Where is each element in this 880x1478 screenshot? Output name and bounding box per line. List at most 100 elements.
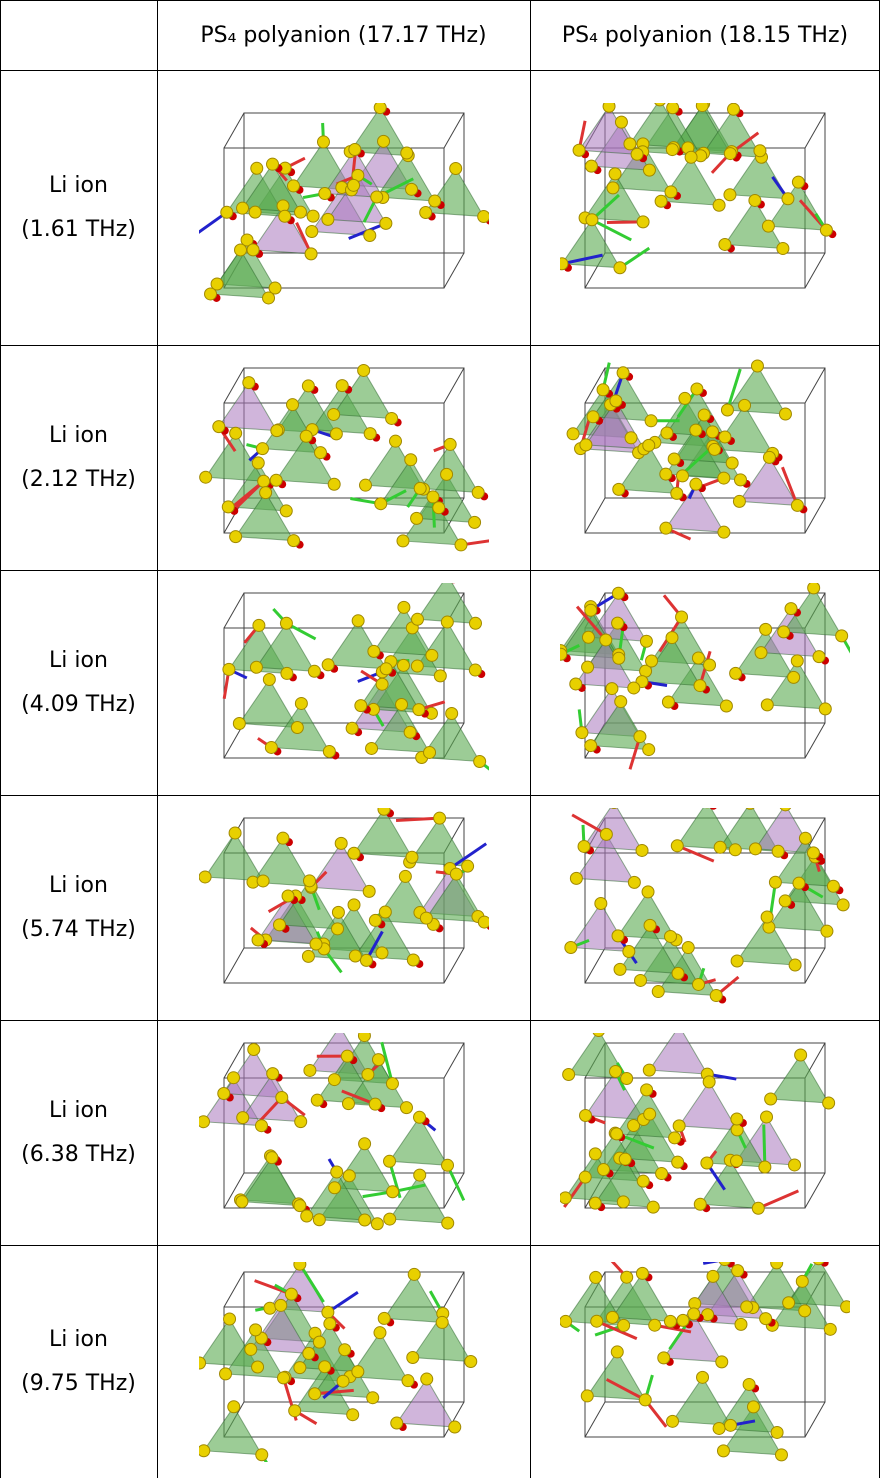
tetrahedron <box>673 1377 731 1425</box>
s-atom <box>795 1049 807 1061</box>
s-atom <box>410 512 422 524</box>
tetrahedron <box>420 444 478 492</box>
s-atom <box>285 1288 297 1300</box>
s-atom <box>837 898 849 910</box>
row-label-text: Li ion <box>49 414 108 458</box>
s-atom <box>385 412 397 424</box>
s-atom <box>373 1326 385 1338</box>
s-atom <box>679 392 691 404</box>
s-atom <box>765 1093 777 1105</box>
s-atom <box>580 438 592 450</box>
s-atom <box>734 473 746 485</box>
s-atom <box>669 1131 681 1143</box>
s-atom <box>397 601 409 613</box>
cell-edge <box>805 498 825 533</box>
s-atom <box>590 1271 602 1283</box>
row-label-text: Li ion <box>49 1318 108 1362</box>
s-atom <box>441 1159 453 1171</box>
structure-image <box>560 358 850 558</box>
s-atom <box>610 394 622 406</box>
s-atom <box>623 945 635 957</box>
s-atom <box>731 1112 743 1124</box>
s-atom <box>369 914 381 926</box>
s-atom <box>204 287 216 299</box>
s-atom <box>606 1311 618 1323</box>
s-atom <box>613 483 625 495</box>
s-atom <box>412 703 424 715</box>
s-atom <box>265 741 277 753</box>
s-atom <box>295 697 307 709</box>
s-atom <box>199 870 211 882</box>
s-atom <box>408 1268 420 1280</box>
s-atom <box>358 1033 370 1042</box>
s-atom <box>234 243 246 255</box>
s-atom <box>363 229 375 241</box>
tetrahedron <box>353 809 411 857</box>
structure-image <box>199 1033 489 1233</box>
s-atom <box>820 224 832 236</box>
s-atom <box>841 1300 850 1312</box>
s-atom <box>656 1167 668 1179</box>
s-atom <box>694 1198 706 1210</box>
s-atom <box>690 478 702 490</box>
s-atom <box>469 617 481 629</box>
s-atom <box>227 1400 239 1412</box>
s-atom <box>366 1391 378 1403</box>
s-atom <box>414 482 426 494</box>
s-atom <box>609 167 621 179</box>
s-atom <box>331 922 343 934</box>
s-atom <box>379 217 391 229</box>
s-atom <box>661 426 673 438</box>
cell-edge <box>805 368 825 403</box>
s-atom <box>615 695 627 707</box>
s-atom <box>252 456 264 468</box>
s-atom <box>693 978 705 990</box>
s-atom <box>791 654 803 666</box>
s-atom <box>257 475 269 487</box>
s-atom <box>631 148 643 160</box>
s-atom <box>585 739 597 751</box>
s-atom <box>349 949 361 961</box>
s-atom <box>586 213 598 225</box>
s-atom <box>361 1068 373 1080</box>
s-atom <box>300 430 312 442</box>
s-atom <box>321 1306 333 1318</box>
s-atom <box>461 860 473 872</box>
s-atom <box>618 1319 630 1331</box>
s-atom <box>266 158 278 170</box>
s-atom <box>236 1111 248 1123</box>
s-atom <box>406 1351 418 1363</box>
s-atom <box>617 1195 629 1207</box>
s-atom <box>305 225 317 237</box>
column-border <box>530 0 531 1478</box>
s-atom <box>759 1160 771 1172</box>
s-atom <box>341 1050 353 1062</box>
s-atom <box>199 1444 210 1456</box>
page: PS₄ polyanion (17.17 THz) PS₄ polyanion … <box>0 0 880 1478</box>
s-atom <box>317 135 329 147</box>
s-atom <box>441 616 453 628</box>
s-atom <box>719 238 731 250</box>
s-atom <box>747 1400 759 1412</box>
s-atom <box>308 665 320 677</box>
tetrahedron <box>389 1117 447 1165</box>
s-atom <box>709 443 721 455</box>
s-atom <box>302 379 314 391</box>
s-atom <box>704 658 716 670</box>
s-atom <box>641 1083 653 1095</box>
s-atom <box>713 199 725 211</box>
s-atom <box>714 841 726 853</box>
s-atom <box>591 1315 603 1327</box>
s-atom <box>762 220 774 232</box>
s-atom <box>672 1156 684 1168</box>
s-atom <box>405 851 417 863</box>
s-atom <box>338 1343 350 1355</box>
s-atom <box>274 1299 286 1311</box>
s-atom <box>771 1426 783 1438</box>
s-atom <box>377 808 389 815</box>
s-atom <box>645 414 657 426</box>
s-atom <box>347 847 359 859</box>
s-atom <box>411 613 423 625</box>
cell-edge <box>444 1272 464 1307</box>
s-atom <box>671 839 683 851</box>
